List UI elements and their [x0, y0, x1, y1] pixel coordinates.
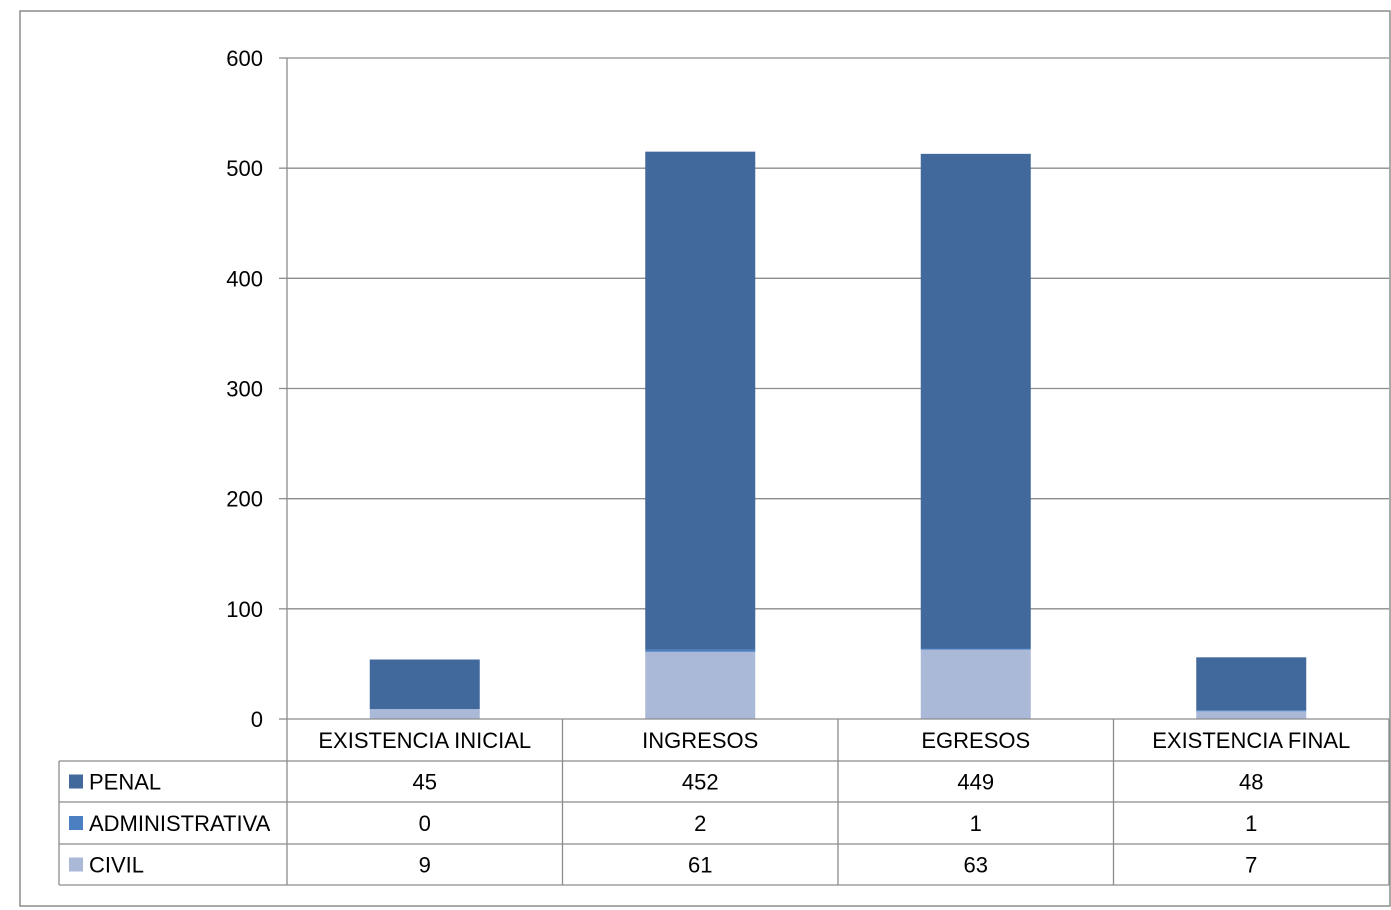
bar-segment-administrativa: [645, 649, 756, 652]
x-tick-label: EXISTENCIA INICIAL: [318, 728, 531, 753]
legend-swatch-civil: [69, 857, 83, 872]
x-tick-label: EXISTENCIA FINAL: [1152, 728, 1350, 753]
y-tick-label: 0: [251, 707, 263, 732]
y-tick-label: 100: [226, 597, 263, 622]
y-tick-label: 500: [226, 156, 263, 181]
data-label: 1: [970, 811, 982, 836]
y-tick-label: 600: [226, 46, 263, 71]
y-tick-label: 300: [226, 377, 263, 402]
bar-segment-penal: [1196, 657, 1307, 711]
bar-segment-penal: [645, 151, 756, 650]
bar-segment-civil: [369, 709, 480, 719]
y-axis: 0 100 200 300 400 500 600: [226, 46, 288, 732]
y-tick-label: 200: [226, 487, 263, 512]
data-label: 61: [688, 853, 712, 878]
data-label: 48: [1239, 770, 1263, 795]
x-tick-label: EGRESOS: [921, 728, 1030, 753]
gridlines: [287, 57, 1389, 610]
data-label: 0: [419, 811, 431, 836]
x-tick-label: INGRESOS: [642, 728, 758, 753]
data-label: 2: [694, 811, 706, 836]
legend-label: CIVIL: [89, 853, 144, 878]
bar-segment-penal: [920, 153, 1031, 649]
bar-segment-administrativa: [920, 648, 1031, 650]
bar-segment-civil: [920, 649, 1031, 719]
data-label: 45: [413, 770, 437, 795]
data-label: 452: [682, 770, 719, 795]
data-label: 449: [957, 770, 994, 795]
data-table: EXISTENCIA INICIAL INGRESOS EGRESOS EXISTEN…: [58, 718, 1390, 886]
data-label: 9: [419, 853, 431, 878]
bar-segment-civil: [645, 651, 756, 719]
bar-segment-civil: [1196, 711, 1307, 719]
y-tick-label: 400: [226, 266, 263, 291]
legend-swatch-administrativa: [69, 816, 83, 830]
legend-label: PENAL: [89, 770, 161, 795]
data-label: 7: [1245, 853, 1257, 878]
chart-frame: [19, 10, 1391, 907]
bar-segment-penal: [369, 659, 480, 710]
bars: [369, 151, 1307, 719]
legend-swatch-penal: [69, 774, 83, 789]
data-label: 1: [1245, 811, 1257, 836]
data-label: 63: [964, 853, 988, 878]
bar-segment-administrativa: [1196, 710, 1307, 712]
legend-label: ADMINISTRATIVA: [89, 811, 271, 836]
